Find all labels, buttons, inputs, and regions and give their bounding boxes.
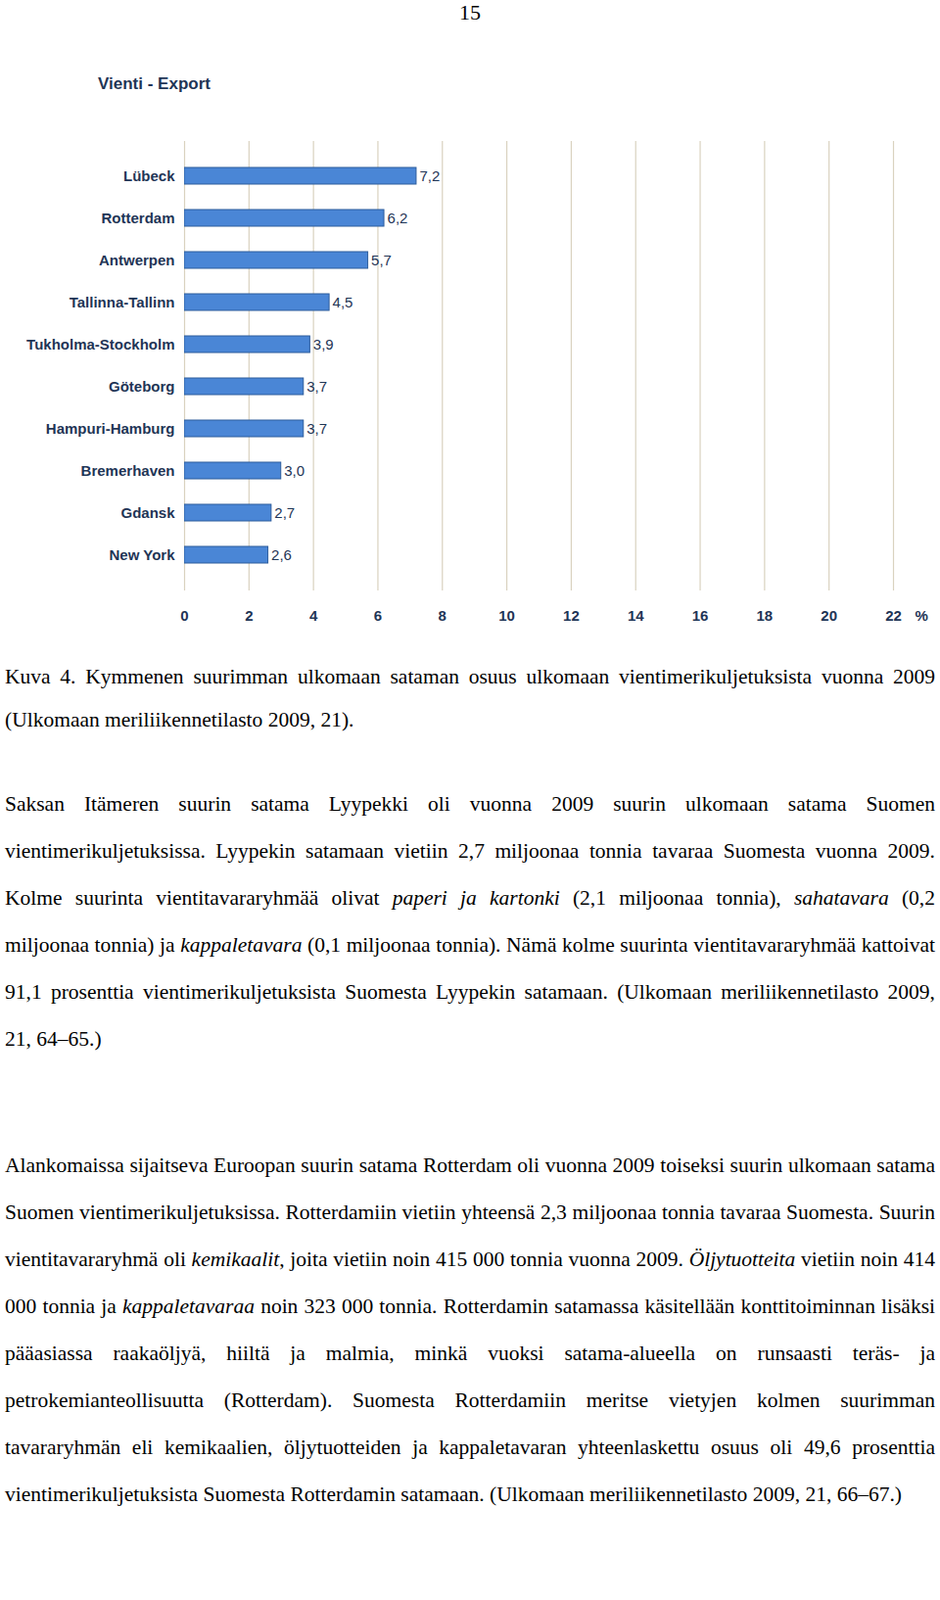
- svg-text:Hampuri-Hamburg: Hampuri-Hamburg: [46, 420, 176, 437]
- html-text:Saksan Itämeren suurin satama: Saksan Itämeren suurin satama Lyypekki o…: [4, 792, 936, 1051]
- svg-text:16: 16: [692, 607, 709, 624]
- svg-text:0: 0: [180, 607, 188, 624]
- svg-text:3,7: 3,7: [306, 420, 328, 437]
- svg-text:2: 2: [244, 607, 253, 624]
- svg-text:3,9: 3,9: [313, 335, 334, 353]
- html-text:Kuva 4. Kymmenen suurimman ulk: Kuva 4. Kymmenen suurimman ulkomaan sata…: [4, 664, 936, 732]
- svg-text:12: 12: [563, 607, 580, 624]
- svg-text:6,2: 6,2: [387, 209, 409, 227]
- svg-text:6: 6: [374, 607, 382, 624]
- svg-text:22: 22: [885, 607, 902, 624]
- svg-text:3,0: 3,0: [283, 462, 305, 479]
- html-text:Alankomaissa sijaitseva Euroop: Alankomaissa sijaitseva Euroopan suurin …: [4, 1153, 936, 1506]
- svg-text:7,2: 7,2: [419, 167, 440, 185]
- svg-text:2,7: 2,7: [274, 504, 295, 521]
- svg-text:Antwerpen: Antwerpen: [98, 251, 176, 269]
- svg-text:Lübeck: Lübeck: [123, 167, 176, 185]
- html-text:15: 15: [459, 0, 481, 25]
- svg-text:20: 20: [820, 607, 838, 624]
- svg-text:5,7: 5,7: [371, 251, 392, 269]
- svg-text:Bremerhaven: Bremerhaven: [81, 462, 176, 479]
- svg-text:%: %: [915, 607, 929, 624]
- svg-text:14: 14: [627, 607, 645, 624]
- svg-text:Tallinna-Tallinn: Tallinna-Tallinn: [69, 293, 176, 311]
- svg-text:18: 18: [756, 607, 774, 624]
- html-text:Vienti - Export: Vienti - Export: [97, 74, 211, 94]
- svg-text:4: 4: [309, 607, 319, 624]
- svg-text:New York: New York: [109, 546, 177, 564]
- svg-text:3,7: 3,7: [306, 377, 328, 395]
- svg-text:2,6: 2,6: [271, 546, 292, 564]
- svg-text:8: 8: [438, 607, 447, 624]
- svg-text:Tukholma-Stockholm: Tukholma-Stockholm: [26, 335, 175, 353]
- svg-text:Gdansk: Gdansk: [120, 504, 176, 521]
- svg-text:4,5: 4,5: [332, 293, 354, 311]
- svg-text:10: 10: [498, 607, 516, 624]
- svg-text:Rotterdam: Rotterdam: [100, 209, 175, 227]
- svg-text:Göteborg: Göteborg: [108, 377, 176, 395]
